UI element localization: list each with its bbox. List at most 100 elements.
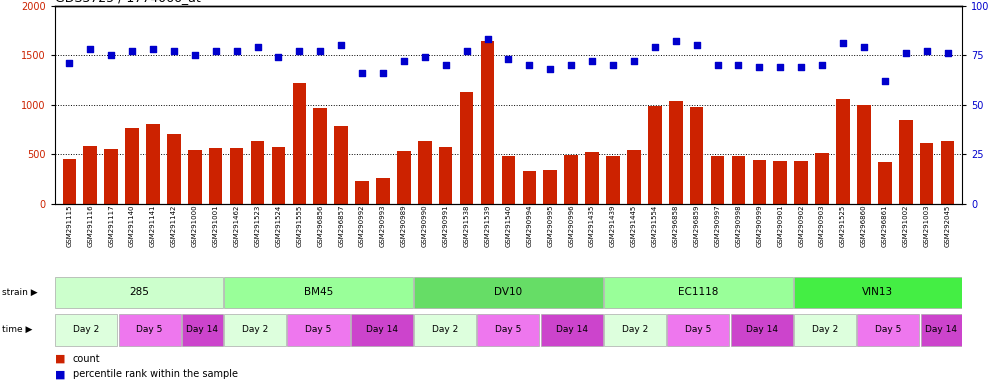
Text: Day 14: Day 14 — [925, 325, 957, 334]
Text: Day 2: Day 2 — [622, 325, 648, 334]
Text: GSM291445: GSM291445 — [631, 205, 637, 247]
Text: GSM290989: GSM290989 — [401, 205, 407, 248]
Text: VIN13: VIN13 — [862, 287, 894, 297]
Point — [877, 78, 893, 84]
Point — [647, 44, 663, 50]
Text: GSM296859: GSM296859 — [694, 205, 700, 247]
Text: GSM291435: GSM291435 — [589, 205, 595, 247]
Bar — [56, 277, 223, 308]
Bar — [794, 161, 808, 204]
Bar — [731, 314, 793, 346]
Point — [187, 52, 203, 58]
Bar — [188, 150, 202, 204]
Bar — [541, 314, 602, 346]
Point — [375, 70, 391, 76]
Bar — [732, 156, 746, 204]
Bar — [104, 149, 118, 204]
Text: Day 2: Day 2 — [432, 325, 458, 334]
Bar — [146, 124, 160, 204]
Text: GSM296856: GSM296856 — [317, 205, 323, 247]
Point — [793, 64, 809, 70]
Point — [689, 42, 705, 48]
Text: Day 5: Day 5 — [875, 325, 902, 334]
Bar — [313, 108, 327, 204]
Point — [270, 54, 286, 60]
Point — [354, 70, 370, 76]
Bar — [585, 152, 598, 204]
Point — [751, 64, 767, 70]
Point — [312, 48, 328, 54]
Bar — [752, 160, 766, 204]
Bar — [920, 314, 961, 346]
Text: GSM290993: GSM290993 — [380, 205, 386, 248]
Point — [814, 62, 830, 68]
Point — [626, 58, 642, 64]
Point — [918, 48, 934, 54]
Point — [772, 64, 788, 70]
Bar — [857, 314, 919, 346]
Bar — [118, 314, 181, 346]
Point — [898, 50, 913, 56]
Point — [166, 48, 182, 54]
Point — [83, 46, 98, 52]
Bar — [481, 41, 494, 204]
Text: GSM291539: GSM291539 — [484, 205, 490, 247]
Bar — [224, 314, 286, 346]
Text: 285: 285 — [129, 287, 149, 297]
Bar — [815, 153, 829, 204]
Text: GSM290997: GSM290997 — [715, 205, 721, 248]
Bar — [460, 92, 473, 204]
Text: Day 5: Day 5 — [495, 325, 522, 334]
Text: GSM290901: GSM290901 — [777, 205, 783, 248]
Point — [668, 38, 684, 45]
Bar — [627, 150, 641, 204]
Bar — [56, 314, 117, 346]
Bar — [355, 181, 369, 204]
Point — [731, 62, 746, 68]
Text: GSM291540: GSM291540 — [505, 205, 512, 247]
Bar — [250, 141, 264, 204]
Point — [584, 58, 600, 64]
Bar — [669, 101, 683, 204]
Text: GSM291142: GSM291142 — [171, 205, 177, 247]
Bar — [292, 83, 306, 204]
Text: GSM291439: GSM291439 — [610, 205, 616, 247]
Bar — [648, 106, 662, 204]
Bar — [711, 156, 725, 204]
Point — [103, 52, 119, 58]
Point — [458, 48, 474, 54]
Text: GSM290990: GSM290990 — [421, 205, 427, 248]
Bar — [794, 277, 961, 308]
Text: GSM291001: GSM291001 — [213, 205, 219, 248]
Text: Day 14: Day 14 — [187, 325, 219, 334]
Point — [396, 58, 412, 64]
Text: GSM291554: GSM291554 — [652, 205, 658, 247]
Bar — [794, 314, 856, 346]
Point — [208, 48, 224, 54]
Bar — [836, 99, 850, 204]
Text: GSM296857: GSM296857 — [338, 205, 344, 247]
Text: GSM291462: GSM291462 — [234, 205, 240, 247]
Text: GSM291002: GSM291002 — [903, 205, 909, 247]
Point — [249, 44, 265, 50]
Bar — [376, 178, 390, 204]
Text: Day 14: Day 14 — [556, 325, 587, 334]
Text: GSM291140: GSM291140 — [129, 205, 135, 247]
Point — [856, 44, 872, 50]
Bar — [287, 314, 350, 346]
Text: GSM291538: GSM291538 — [463, 205, 469, 247]
Bar — [230, 148, 244, 204]
Text: percentile rank within the sample: percentile rank within the sample — [73, 369, 238, 379]
Bar — [63, 159, 77, 204]
Point — [124, 48, 140, 54]
Bar — [878, 162, 892, 204]
Text: Day 2: Day 2 — [812, 325, 838, 334]
Point — [939, 50, 955, 56]
Text: GSM290998: GSM290998 — [736, 205, 742, 248]
Text: GDS3725 / 1774066_at: GDS3725 / 1774066_at — [55, 0, 201, 4]
Point — [501, 56, 517, 62]
Point — [605, 62, 621, 68]
Text: Day 2: Day 2 — [74, 325, 99, 334]
Text: GSM291117: GSM291117 — [108, 205, 114, 248]
Point — [710, 62, 726, 68]
